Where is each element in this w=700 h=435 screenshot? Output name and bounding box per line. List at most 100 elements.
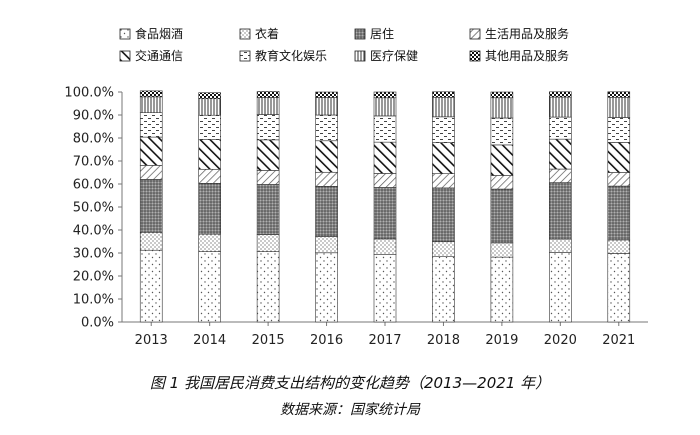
bar-segment-2013-1 [139, 249, 163, 323]
legend-item: 医疗保健 [354, 49, 418, 63]
legend-label: 其他用品及服务 [485, 48, 569, 63]
bar-segment-2019-2 [490, 242, 514, 258]
x-tick-label: 2020 [544, 333, 577, 348]
bar-segment-2015-6 [256, 114, 280, 141]
bar-segment-2015-5 [256, 139, 280, 171]
bar-segment-2017-6 [373, 115, 397, 143]
x-tick-label: 2018 [427, 333, 460, 348]
y-tick-label: 90.0% [73, 109, 114, 124]
bar-segment-2018-2 [432, 241, 455, 257]
x-axis: 2013 2014 2015 2016 2017 2018 2019 2020 2021 [122, 321, 648, 348]
bar-segment-2016-4 [315, 171, 338, 187]
bar-segment-2021-1 [607, 253, 631, 323]
legend-item: 衣着 [239, 26, 279, 41]
x-tick-label: 2016 [310, 333, 343, 348]
legend-label: 医疗保健 [370, 49, 418, 63]
legend-item: 居住 [354, 27, 394, 41]
bar-segment-2014-2 [198, 233, 221, 252]
legend-swatch [354, 28, 366, 40]
data-source-caption: 数据来源：国家统计局 [280, 402, 420, 418]
bar-segment-2019-4 [490, 175, 514, 190]
x-tick-label: 2019 [485, 333, 518, 348]
bar-segment-2017-2 [373, 238, 397, 255]
legend-label: 教育文化娱乐 [255, 48, 327, 63]
bar-segment-2019-6 [490, 117, 514, 146]
bar-segment-2021-3 [607, 185, 631, 241]
bar-segment-2014-7 [198, 98, 221, 116]
legend-swatch [119, 50, 131, 62]
figure-caption: 图 1 我国居民消费支出结构的变化趋势（2013—2021 年） [149, 374, 551, 392]
bar-segment-2013-5 [139, 136, 163, 166]
bar-segment-2015-7 [256, 97, 280, 115]
bar-segment-2013-6 [139, 112, 163, 138]
bar-segment-2013-4 [139, 165, 163, 180]
bar-segment-2014-3 [198, 183, 221, 235]
bar-segment-2015-1 [256, 251, 280, 323]
bar-segment-2019-8 [490, 91, 514, 99]
bar-segment-2021-2 [607, 239, 631, 254]
bar-segment-2014-8 [198, 92, 221, 99]
y-tick-label: 100.0% [64, 86, 114, 101]
bar-segment-2020-4 [549, 168, 572, 183]
bars-group [139, 90, 631, 323]
y-tick-label: 10.0% [73, 293, 114, 308]
x-tick-label: 2021 [602, 333, 635, 348]
bar-segment-2017-8 [373, 91, 397, 99]
legend-item: 其他用品及服务 [469, 48, 569, 63]
bar-segment-2015-8 [256, 91, 280, 98]
legend-swatch [119, 28, 131, 40]
bar-segment-2014-6 [198, 114, 221, 140]
bar-segment-2013-2 [139, 232, 163, 251]
y-tick-label: 30.0% [73, 247, 114, 262]
bar-segment-2015-3 [256, 184, 280, 235]
bar-segment-2018-4 [432, 173, 455, 189]
bar-segment-2019-7 [490, 97, 514, 119]
legend-swatch [469, 50, 481, 62]
legend-swatch [469, 28, 481, 40]
bar-segment-2016-3 [315, 186, 338, 237]
bar-segment-2013-8 [139, 90, 163, 98]
bar-segment-2020-1 [549, 252, 572, 323]
legend-item: 教育文化娱乐 [239, 48, 327, 63]
bar-segment-2020-5 [549, 138, 572, 170]
y-tick-label: 50.0% [73, 201, 114, 216]
bar-segment-2013-3 [139, 179, 163, 233]
y-tick-label: 0.0% [81, 316, 114, 331]
bar-segment-2019-5 [490, 144, 514, 176]
bar-segment-2021-4 [607, 172, 631, 187]
y-tick-label: 60.0% [73, 178, 114, 193]
x-tick-label: 2013 [135, 333, 168, 348]
legend-label: 食品烟酒 [135, 26, 183, 41]
bar-segment-2017-7 [373, 97, 397, 117]
bar-segment-2021-7 [607, 96, 631, 118]
bar-segment-2020-3 [549, 182, 572, 240]
bar-segment-2014-4 [198, 168, 221, 184]
legend-label: 衣着 [255, 26, 279, 41]
bar-segment-2016-8 [315, 91, 338, 98]
x-tick-label: 2015 [252, 333, 285, 348]
y-tick-label: 20.0% [73, 270, 114, 285]
bar-segment-2018-8 [432, 91, 455, 98]
bar-segment-2020-7 [549, 96, 572, 118]
bar-segment-2020-8 [549, 91, 572, 98]
bar-segment-2019-3 [490, 188, 514, 244]
bar-segment-2016-7 [315, 97, 338, 116]
legend-swatch [354, 50, 366, 62]
bar-segment-2017-3 [373, 187, 397, 240]
bar-segment-2016-6 [315, 114, 338, 142]
legend-label: 居住 [370, 27, 394, 41]
bar-segment-2014-1 [198, 251, 221, 323]
legend-item: 生活用品及服务 [469, 26, 569, 41]
bar-segment-2017-1 [373, 254, 397, 323]
bar-segment-2018-3 [432, 187, 455, 243]
bar-segment-2016-5 [315, 140, 338, 173]
y-tick-label: 40.0% [73, 224, 114, 239]
bar-segment-2016-1 [315, 252, 338, 323]
legend-swatch [239, 28, 251, 40]
x-tick-label: 2014 [193, 333, 226, 348]
y-tick-label: 80.0% [73, 132, 114, 147]
bar-segment-2021-5 [607, 142, 631, 173]
legend-label: 交通通信 [135, 48, 183, 63]
